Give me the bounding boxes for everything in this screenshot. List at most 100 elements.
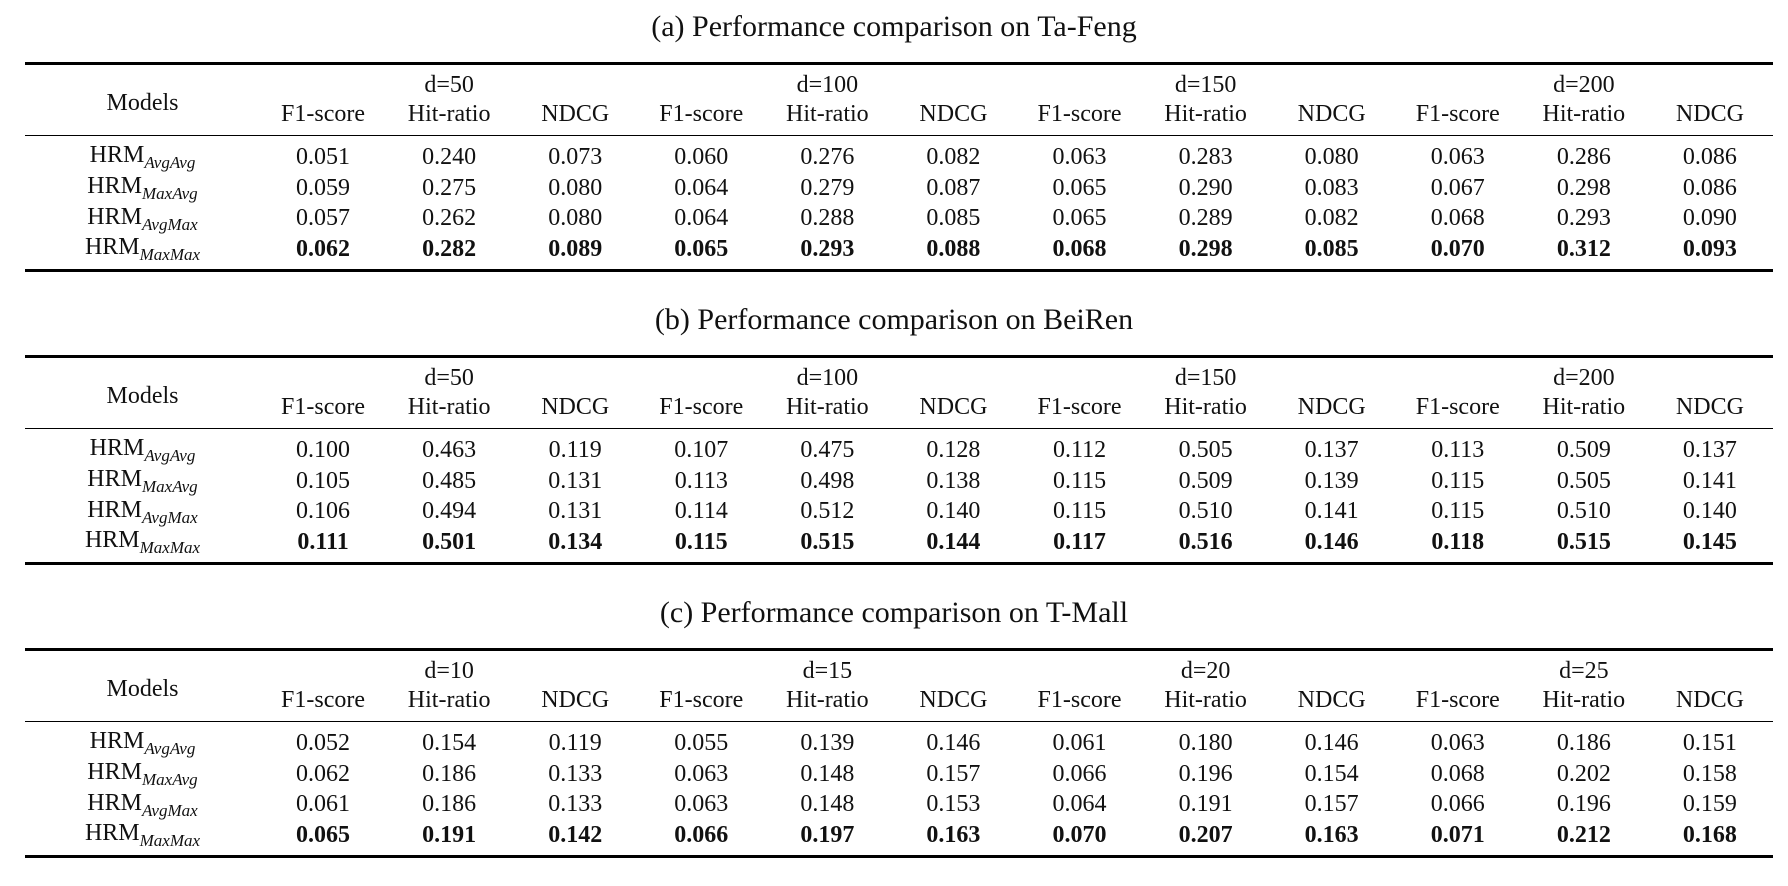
model-variant: AvgMax: [141, 507, 198, 527]
results-table: Models d=50 d=100 d=150 d=200 F1-score Hit-rat…: [25, 355, 1773, 566]
value-cell: 0.070: [1016, 820, 1143, 859]
model-name: HRM: [87, 203, 142, 230]
value-cell: 0.510: [1556, 498, 1611, 525]
group-header: d=100: [638, 62, 1017, 99]
value-cell: 0.065: [1052, 174, 1107, 201]
model-name: HRM: [87, 496, 142, 523]
model-variant: AvgMax: [141, 214, 198, 234]
value-cell: 0.066: [1430, 791, 1485, 818]
data-row: HRMAvgAvg 0.051 0.240 0.073 0.060 0.276 0.082 0…: [25, 136, 1773, 173]
metric-header: NDCG: [1646, 685, 1773, 722]
model-name: HRM: [89, 728, 145, 754]
model-variant: AvgAvg: [144, 738, 196, 758]
metric-header: NDCG: [512, 99, 639, 136]
value-cell: 0.105: [296, 467, 351, 494]
value-cell: 0.196: [1556, 791, 1611, 818]
value-cell: 0.115: [1052, 467, 1107, 494]
value-cell: 0.186: [1556, 729, 1611, 756]
model-cell: HRMAvgAvg: [25, 136, 260, 173]
value-cell: 0.510: [1178, 498, 1233, 525]
value-cell: 0.141: [1682, 467, 1737, 494]
model-variant: AvgMax: [141, 800, 198, 820]
model-name: HRM: [87, 465, 142, 492]
header-row: Models d=10 d=15 d=20 d=25: [25, 648, 1773, 722]
value-cell: 0.051: [296, 143, 351, 170]
value-cell: 0.202: [1556, 760, 1611, 787]
model-cell: HRMMaxMax: [25, 820, 260, 859]
value-cell: 0.146: [1304, 729, 1359, 756]
value-cell: 0.063: [674, 760, 729, 787]
model-variant: MaxMax: [139, 831, 201, 851]
model-name: HRM: [89, 435, 145, 461]
group-header: d=200: [1394, 62, 1773, 99]
value-cell: 0.089: [512, 234, 639, 273]
value-cell: 0.298: [1142, 234, 1269, 273]
value-cell: 0.262: [422, 205, 477, 232]
value-cell: 0.060: [674, 143, 729, 170]
value-cell: 0.146: [926, 729, 981, 756]
value-cell: 0.086: [1682, 174, 1737, 201]
value-cell: 0.279: [800, 174, 855, 201]
metric-header: NDCG: [890, 99, 1017, 136]
metric-header: Hit-ratio: [764, 685, 891, 722]
metric-header: F1-score: [260, 685, 387, 722]
model-cell: HRMMaxMax: [25, 234, 260, 273]
value-cell: 0.111: [260, 527, 387, 566]
value-cell: 0.515: [764, 527, 891, 566]
value-cell: 0.080: [1304, 143, 1359, 170]
table-title: (c) Performance comparison on T-Mall: [659, 596, 1129, 629]
data-row: HRMMaxAvg 0.105 0.485 0.131 0.113 0.498 0.138 0…: [25, 466, 1773, 497]
value-cell: 0.073: [548, 143, 603, 170]
value-cell: 0.106: [296, 498, 351, 525]
table-section: (a) Performance comparison on Ta-Feng Mod…: [0, 0, 1788, 293]
table-section: (b) Performance comparison on BeiRen Mode…: [0, 293, 1788, 586]
group-header: d=200: [1394, 355, 1773, 392]
value-cell: 0.276: [800, 143, 855, 170]
value-cell: 0.128: [926, 436, 981, 463]
value-cell: 0.289: [1178, 205, 1233, 232]
group-header: d=10: [260, 648, 639, 685]
value-cell: 0.163: [890, 820, 1017, 859]
group-header: d=25: [1394, 648, 1773, 685]
value-cell: 0.283: [1178, 143, 1233, 170]
metric-header: Hit-ratio: [764, 99, 891, 136]
model-name: HRM: [87, 172, 142, 199]
value-cell: 0.133: [548, 760, 603, 787]
model-variant: MaxMax: [139, 538, 201, 558]
value-cell: 0.475: [800, 436, 855, 463]
value-cell: 0.191: [386, 820, 513, 859]
results-table: Models d=10 d=15 d=20 d=25 F1-score Hit-ratio N…: [25, 648, 1773, 859]
value-cell: 0.059: [296, 174, 351, 201]
model-name: HRM: [87, 789, 142, 816]
value-cell: 0.515: [1520, 527, 1647, 566]
value-cell: 0.140: [1682, 498, 1737, 525]
models-header: Models: [25, 648, 260, 722]
value-cell: 0.148: [800, 760, 855, 787]
value-cell: 0.082: [1304, 205, 1359, 232]
metric-header: Hit-ratio: [1520, 99, 1647, 136]
value-cell: 0.065: [638, 234, 765, 273]
value-cell: 0.131: [548, 498, 603, 525]
value-cell: 0.290: [1178, 174, 1233, 201]
value-cell: 0.066: [638, 820, 765, 859]
value-cell: 0.158: [1682, 760, 1737, 787]
value-cell: 0.115: [1431, 467, 1485, 494]
value-cell: 0.088: [890, 234, 1017, 273]
results-table: Models d=50 d=100 d=150 d=200 F1-score Hit-rat…: [25, 62, 1773, 273]
metric-header: NDCG: [1268, 99, 1395, 136]
value-cell: 0.112: [1052, 436, 1107, 463]
value-cell: 0.061: [296, 791, 351, 818]
value-cell: 0.090: [1682, 205, 1737, 232]
value-cell: 0.191: [1178, 791, 1233, 818]
metric-row: F1-score Hit-ratio NDCG F1-score Hit-ratio ND…: [25, 685, 1773, 722]
value-cell: 0.080: [548, 205, 603, 232]
table-title: (b) Performance comparison on BeiRen: [654, 303, 1134, 336]
metric-header: Hit-ratio: [1142, 392, 1269, 429]
value-cell: 0.240: [422, 143, 477, 170]
table-title: (a) Performance comparison on Ta-Feng: [651, 10, 1137, 43]
model-cell: HRMMaxAvg: [25, 466, 260, 497]
value-cell: 0.055: [674, 729, 729, 756]
value-cell: 0.066: [1052, 760, 1107, 787]
group-header: d=150: [1016, 355, 1395, 392]
